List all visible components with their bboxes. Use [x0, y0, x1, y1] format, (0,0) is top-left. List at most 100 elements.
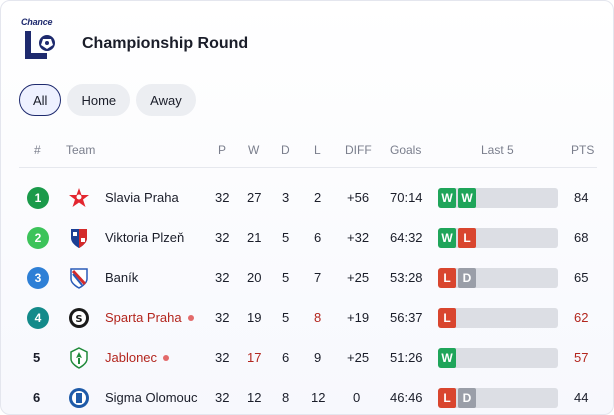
team-name[interactable]: Viktoria Plzeň — [105, 230, 185, 245]
won: 19 — [247, 310, 262, 325]
result-win: W — [458, 188, 476, 208]
table-row[interactable]: 2 Viktoria Plzeň 32 21 5 6 +32 64:32 W L… — [19, 218, 597, 258]
goal-diff: +56 — [347, 190, 370, 205]
live-dot — [187, 314, 194, 321]
plzen-crest-icon — [71, 229, 87, 248]
goals: 51:26 — [390, 350, 423, 365]
header-divider — [19, 167, 597, 168]
goals: 56:37 — [390, 310, 423, 325]
lost: 8 — [314, 310, 322, 325]
sigma-crest-icon — [69, 388, 89, 408]
result-draw: D — [458, 268, 476, 288]
drawn: 5 — [282, 230, 290, 245]
played: 32 — [215, 190, 230, 205]
col-pts: PTS — [571, 143, 595, 157]
table-row[interactable]: 4 S Sparta Praha 32 19 5 8 +19 56:37 L 6… — [19, 298, 597, 338]
won: 20 — [247, 270, 262, 285]
logo-text: Chance — [21, 17, 53, 27]
position-badge: 1 — [27, 187, 49, 209]
result-win: W — [438, 348, 456, 368]
sparta-crest-icon: S — [69, 308, 89, 328]
won: 27 — [247, 190, 262, 205]
col-goals: Goals — [390, 143, 422, 157]
won: 12 — [247, 390, 262, 405]
result-win: W — [438, 188, 456, 208]
goals: 53:28 — [390, 270, 423, 285]
drawn: 5 — [282, 270, 290, 285]
filter-tabs: All Home Away — [19, 84, 196, 116]
points: 84 — [574, 190, 589, 205]
lost: 7 — [314, 270, 322, 285]
points: 65 — [574, 270, 589, 285]
played: 32 — [215, 230, 230, 245]
team-name[interactable]: Slavia Praha — [105, 190, 179, 205]
table-row[interactable]: 5 Jablonec 32 17 6 9 +25 51:26 W 57 — [19, 338, 597, 378]
result-win: W — [438, 228, 456, 248]
last5-form: L D — [438, 268, 558, 288]
drawn: 5 — [282, 310, 290, 325]
filter-home-button[interactable]: Home — [67, 84, 131, 116]
played: 32 — [215, 310, 230, 325]
filter-all-button[interactable]: All — [19, 84, 62, 116]
drawn: 8 — [282, 390, 290, 405]
drawn: 6 — [282, 350, 290, 365]
points: 62 — [574, 310, 589, 325]
col-last5: Last 5 — [481, 143, 514, 157]
result-loss: L — [438, 308, 456, 328]
slavia-crest-icon — [69, 188, 89, 207]
col-pos: # — [34, 143, 41, 157]
chance-logo: Chance — [21, 17, 65, 67]
goals: 64:32 — [390, 230, 423, 245]
played: 32 — [215, 270, 230, 285]
filter-away-button[interactable]: Away — [136, 84, 196, 116]
team-name[interactable]: Baník — [105, 270, 139, 285]
lost: 6 — [314, 230, 322, 245]
table-row[interactable]: 6 Sigma Olomouc 32 12 8 12 0 46:46 L D 4… — [19, 378, 597, 414]
position-badge: 2 — [27, 227, 49, 249]
position-badge: 4 — [27, 307, 49, 329]
team-name[interactable]: Sparta Praha — [105, 310, 194, 325]
goal-diff: +25 — [347, 270, 370, 285]
last5-form: W — [438, 348, 558, 368]
played: 32 — [215, 350, 230, 365]
goals: 70:14 — [390, 190, 423, 205]
result-loss: L — [438, 268, 456, 288]
team-name[interactable]: Jablonec — [105, 350, 170, 365]
jablonec-crest-icon — [70, 347, 88, 369]
header: Chance Championship Round — [21, 17, 248, 67]
col-diff: DIFF — [345, 143, 372, 157]
won: 17 — [247, 350, 262, 365]
points: 57 — [574, 350, 589, 365]
col-lost: L — [314, 143, 321, 157]
lost: 9 — [314, 350, 322, 365]
won: 21 — [247, 230, 262, 245]
live-dot — [163, 354, 170, 361]
team-name[interactable]: Sigma Olomouc — [105, 390, 198, 405]
goal-diff: +25 — [347, 350, 370, 365]
svg-text:S: S — [75, 314, 82, 325]
played: 32 — [215, 390, 230, 405]
last5-form: L D — [438, 388, 558, 408]
table-row[interactable]: 1 Slavia Praha 32 27 3 2 +56 70:14 W W 8… — [19, 178, 597, 218]
col-drawn: D — [281, 143, 290, 157]
table-header: # Team P W D L DIFF Goals Last 5 PTS — [19, 133, 597, 167]
result-draw: D — [458, 388, 476, 408]
result-loss: L — [458, 228, 476, 248]
lost: 2 — [314, 190, 322, 205]
position-number: 5 — [33, 350, 41, 365]
col-played: P — [218, 143, 227, 157]
goal-diff: 0 — [353, 390, 361, 405]
goals: 46:46 — [390, 390, 423, 405]
goal-diff: +19 — [347, 310, 370, 325]
col-team: Team — [66, 143, 96, 157]
lost: 12 — [311, 390, 326, 405]
goal-diff: +32 — [347, 230, 370, 245]
league-logo-icon — [25, 31, 55, 59]
position-badge: 3 — [27, 267, 49, 289]
table-row[interactable]: 3 Baník 32 20 5 7 +25 53:28 L D 65 — [19, 258, 597, 298]
position-number: 6 — [33, 390, 41, 405]
page-title: Championship Round — [82, 35, 249, 52]
points: 68 — [574, 230, 589, 245]
last5-form: W L — [438, 228, 558, 248]
